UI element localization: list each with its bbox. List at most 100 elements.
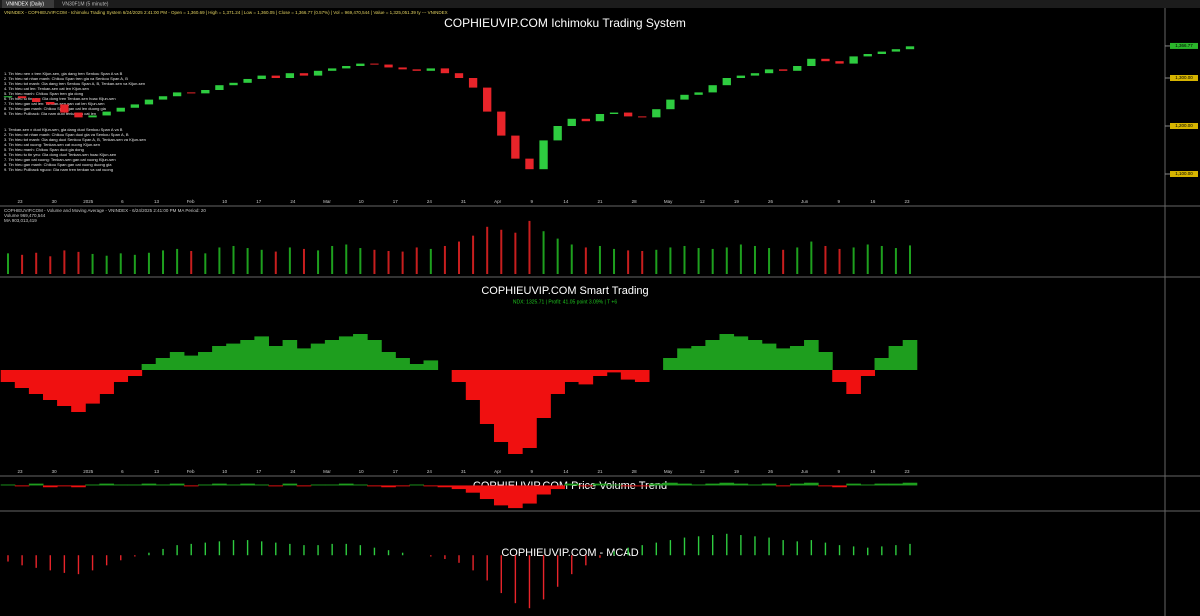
smart-bar: [508, 370, 523, 454]
candle: [666, 99, 675, 110]
macd-bar: [331, 543, 333, 556]
volume-bar: [119, 253, 122, 274]
signal-sell: 9. Tin hieu Pullback nguoc: Gia nam tren…: [4, 167, 113, 172]
candle: [116, 107, 125, 112]
volume-bar: [7, 253, 9, 274]
smart-bar: [395, 358, 410, 370]
macd-bar: [852, 546, 855, 556]
pvt-bar: [634, 485, 650, 487]
macd-bar: [726, 533, 728, 556]
x-tick-label: 10: [359, 199, 365, 204]
macd-bar: [359, 545, 362, 556]
x-tick-label: 30: [52, 199, 58, 204]
macd-bar: [401, 552, 404, 556]
signal-sell: 1. Tenkan-sen x duoi Kijun-sen, gia dang…: [4, 127, 123, 132]
pvt-bar: [254, 484, 269, 486]
pvt-bar: [367, 485, 382, 487]
pvt-bar: [423, 485, 439, 487]
smart-bar: [804, 340, 819, 370]
volume-bar: [105, 255, 108, 274]
volume-bar: [782, 249, 785, 274]
candle: [807, 58, 816, 66]
signal-buy: 4. Tin hieu cat len: Tenkan-sen cat len …: [4, 86, 89, 91]
pvt-bar: [719, 482, 735, 486]
candle: [553, 126, 562, 141]
x-tick-label: 13: [154, 469, 160, 474]
tab[interactable]: [2, 0, 54, 8]
signal-buy: 1. Tin hieu nen x tren Kijun-sen, gia da…: [4, 71, 123, 76]
smart-bar: [310, 343, 326, 370]
x-tick-label: 24: [290, 469, 296, 474]
pvt-bar: [620, 485, 636, 487]
macd-bar: [91, 555, 94, 571]
candle: [849, 56, 858, 64]
volume-bar: [246, 248, 249, 274]
x-tick-label: 10: [222, 199, 228, 204]
smart-bar: [902, 340, 918, 370]
volume-bar: [401, 251, 404, 274]
candle: [440, 68, 450, 74]
volume-bar: [260, 249, 263, 274]
smart-bar: [169, 352, 185, 370]
pvt-bar: [508, 485, 523, 509]
tab-label[interactable]: VNINDEX (Daily): [6, 1, 44, 7]
x-tick-label: Mar: [323, 469, 331, 474]
candle: [229, 82, 238, 86]
macd-bar: [458, 555, 460, 563]
candle: [271, 75, 280, 78]
volume-bar: [739, 244, 742, 274]
volume-bar: [528, 220, 531, 274]
x-tick-label: 6: [121, 199, 124, 204]
x-tick-label: 9: [838, 469, 841, 474]
pvt-bar: [846, 483, 861, 486]
candle: [130, 104, 140, 108]
smart-bar: [353, 334, 368, 370]
volume-bar: [584, 247, 587, 274]
pvt-bar: [381, 485, 396, 488]
macd-bar: [275, 542, 277, 556]
pvt-bar: [761, 483, 777, 486]
pvt-bar: [536, 485, 551, 495]
smart-bar: [677, 348, 692, 370]
pvt-bar: [282, 483, 298, 486]
smart-bar: [832, 370, 847, 382]
smart-bar: [113, 370, 129, 382]
candle: [102, 111, 111, 116]
signal-sell: 3. Tin hieu tot manh: Gia dang duoi Senk…: [4, 137, 146, 142]
x-tick-label: 10: [222, 469, 228, 474]
macd-bar: [571, 555, 573, 575]
smart-bar: [338, 336, 354, 370]
candle: [680, 94, 689, 100]
x-tick-label: 24: [290, 199, 296, 204]
pvt-bar: [395, 485, 410, 487]
macd-bar: [430, 555, 432, 557]
candle: [356, 63, 365, 66]
x-tick-label: 9: [530, 199, 533, 204]
volume-bar: [218, 247, 221, 274]
macd-bar: [824, 542, 827, 556]
macd-bar: [120, 555, 122, 561]
candle: [243, 78, 252, 83]
volume-bar: [443, 245, 446, 274]
pvt-bar: [409, 484, 425, 486]
volume-bar: [627, 250, 630, 274]
smart-bar: [761, 343, 777, 370]
macd-bar: [641, 545, 643, 556]
candle: [60, 104, 69, 113]
smart-bar: [860, 370, 876, 376]
smart-bar: [620, 370, 636, 380]
macd-bar: [697, 536, 700, 556]
macd-bar: [669, 540, 672, 556]
signal-buy: 5. Tin hieu manh: Chikou Span tren gia d…: [4, 91, 83, 96]
signal-buy: 8. Tin hieu gan manh: Chikou Span gan ca…: [4, 106, 107, 111]
smart-bar: [479, 370, 495, 424]
smart-bar: [28, 370, 44, 394]
pvt-bar: [324, 484, 340, 486]
signal-buy: 9. Tin hieu Pullback: Gia nam duoi tenka…: [4, 111, 96, 116]
pvt-bar: [42, 485, 58, 488]
tab-label[interactable]: VN30F1M (5 minute): [62, 1, 109, 7]
x-tick-label: 24: [427, 469, 433, 474]
pvt-bar: [57, 485, 72, 487]
candle: [187, 92, 196, 94]
